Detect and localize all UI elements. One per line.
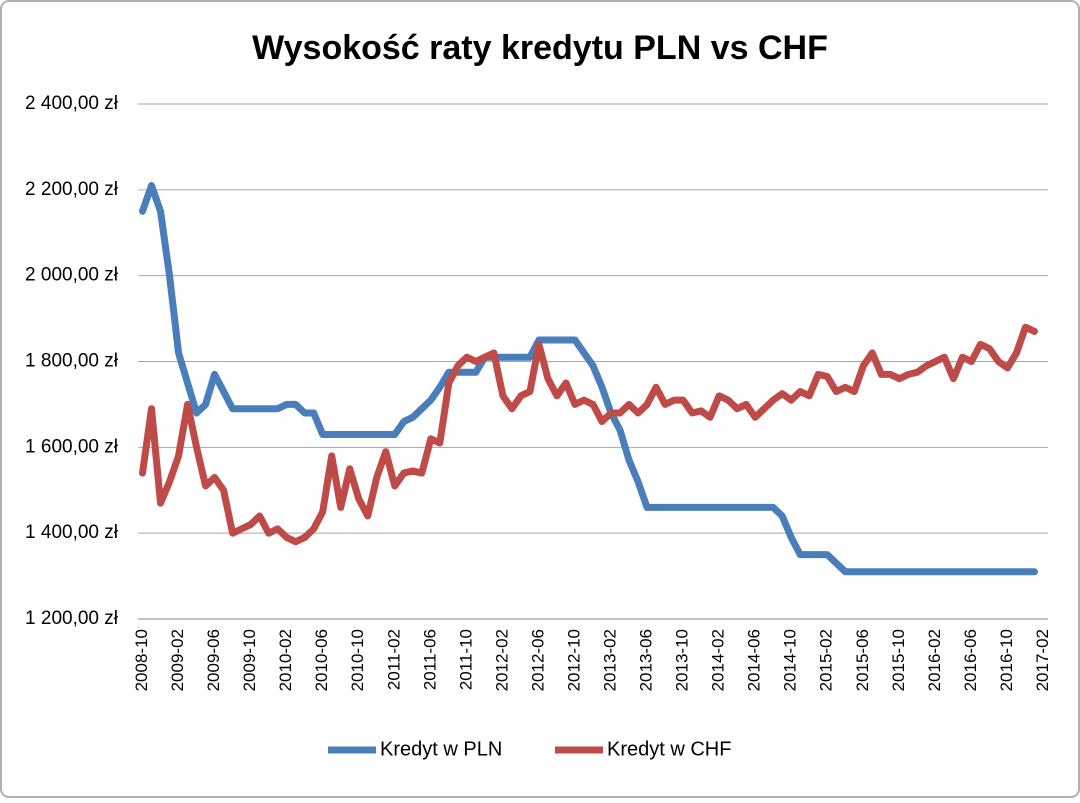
x-tick-label: 2011-10 [456, 629, 475, 690]
x-tick-label: 2009-02 [168, 629, 187, 691]
x-tick-label: 2015-06 [853, 629, 872, 691]
x-tick-label: 2016-10 [997, 629, 1016, 691]
legend-label: Kredyt w CHF [607, 738, 731, 760]
chart-title: Wysokość raty kredytu PLN vs CHF [252, 29, 828, 67]
x-tick-label: 2010-02 [276, 629, 295, 691]
x-tick-label: 2009-06 [204, 629, 223, 691]
series-line [139, 323, 1038, 546]
x-tick-label: 2011-02 [384, 629, 403, 690]
series-line [139, 182, 1038, 576]
x-tick-label: 2015-02 [817, 629, 836, 691]
y-tick-label: 1 200,00 zł [25, 608, 119, 629]
x-tick-label: 2017-02 [1033, 629, 1052, 691]
x-tick-label: 2013-06 [637, 629, 656, 691]
y-tick-label: 1 800,00 zł [25, 351, 119, 372]
y-tick-label: 2 000,00 zł [25, 265, 119, 286]
x-tick-label: 2012-10 [564, 629, 583, 691]
x-tick-label: 2015-10 [889, 629, 908, 691]
y-tick-label: 1 600,00 zł [25, 436, 119, 457]
x-tick-label: 2016-02 [925, 629, 944, 691]
x-tick-label: 2011-06 [420, 629, 439, 690]
x-tick-label: 2012-02 [492, 629, 511, 691]
legend-label: Kredyt w PLN [380, 738, 502, 760]
x-tick-label: 2013-10 [673, 629, 692, 691]
y-tick-label: 2 400,00 zł [25, 93, 119, 114]
x-tick-label: 2008-10 [132, 629, 151, 691]
y-tick-label: 1 400,00 zł [25, 522, 119, 543]
x-tick-label: 2014-06 [745, 629, 764, 691]
x-tick-label: 2013-02 [601, 629, 620, 691]
x-tick-label: 2014-10 [781, 629, 800, 691]
y-tick-label: 2 200,00 zł [25, 179, 119, 200]
x-tick-label: 2016-06 [961, 629, 980, 691]
x-tick-label: 2009-10 [240, 629, 259, 691]
x-tick-label: 2014-02 [709, 629, 728, 691]
x-tick-label: 2010-06 [312, 629, 331, 691]
x-tick-label: 2010-10 [348, 629, 367, 691]
x-tick-label: 2012-06 [528, 629, 547, 691]
